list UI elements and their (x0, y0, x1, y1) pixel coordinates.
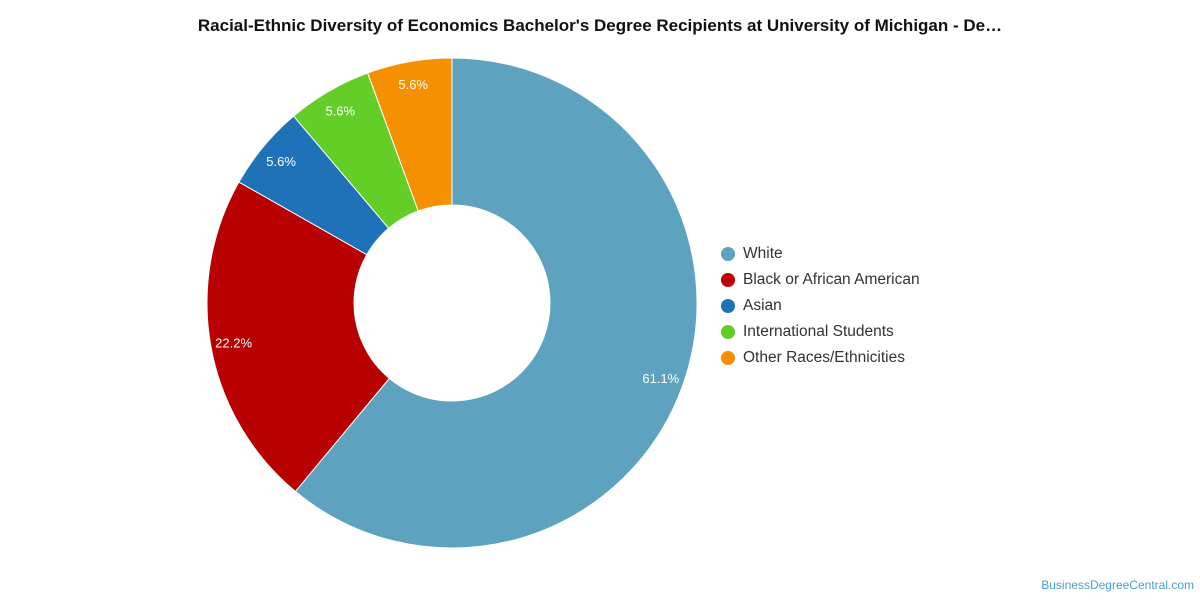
slice-label-asian: 5.6% (266, 154, 296, 169)
slice-white[interactable] (294, 57, 698, 549)
chart-title: Racial-Ethnic Diversity of Economics Bac… (197, 16, 1003, 35)
legend-swatch-icon (721, 273, 735, 287)
legend-swatch-icon (721, 299, 735, 313)
legend-swatch-icon (721, 247, 735, 261)
legend-item-other-races-ethnicities[interactable]: Other Races/Ethnicities (721, 345, 920, 371)
slice-black-or-african-american[interactable] (206, 181, 391, 493)
legend-item-white[interactable]: White (721, 241, 920, 267)
legend-label: International Students (743, 323, 894, 340)
legend-label: Other Races/Ethnicities (743, 349, 905, 366)
legend-item-asian[interactable]: Asian (721, 293, 920, 319)
legend-label: Black or African American (743, 271, 920, 288)
slice-label-black-or-african-american: 22.2% (215, 335, 252, 350)
legend-label: Asian (743, 297, 782, 314)
legend-label: White (743, 245, 783, 262)
slice-label-international-students: 5.6% (325, 104, 355, 119)
chart-legend: White Black or African American Asian Inter… (721, 241, 920, 371)
legend-swatch-icon (721, 351, 735, 365)
source-credit[interactable]: BusinessDegreeCentral.com (1041, 578, 1194, 592)
legend-item-black-or-african-american[interactable]: Black or African American (721, 267, 920, 293)
legend-swatch-icon (721, 325, 735, 339)
slice-label-white: 61.1% (642, 371, 679, 386)
slice-other-races-ethnicities[interactable] (367, 57, 453, 212)
legend-item-international-students[interactable]: International Students (721, 319, 920, 345)
slice-label-other-races-ethnicities: 5.6% (398, 77, 428, 92)
